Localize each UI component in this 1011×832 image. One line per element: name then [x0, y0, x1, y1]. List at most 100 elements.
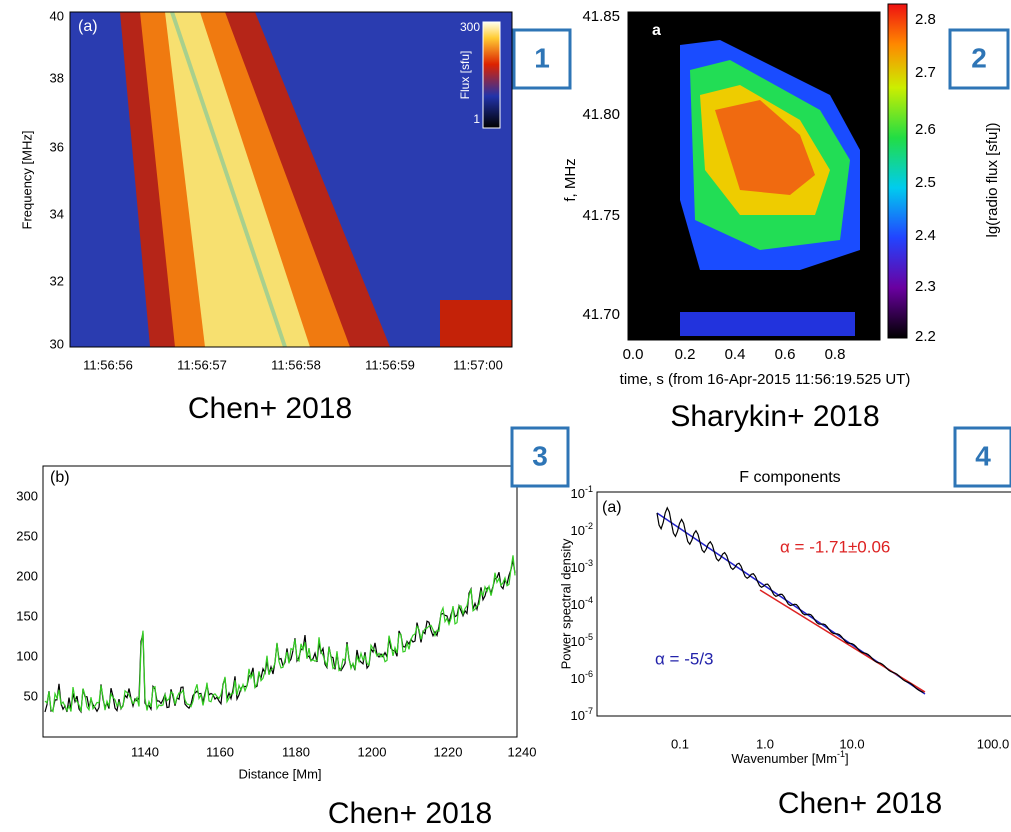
y-tick-label: 41.80	[582, 106, 620, 123]
x-axis-label-end: ]	[845, 751, 849, 766]
y-tick-exp: -4	[585, 595, 593, 605]
y-tick-base: 10	[571, 634, 585, 649]
colorbar-tick: 1	[473, 112, 480, 126]
badge-box	[512, 28, 572, 90]
y-tick-label: 10-4	[571, 595, 593, 612]
x-axis-label: Wavenumber [Mm-1]	[731, 749, 848, 766]
y-tick-base: 10	[571, 523, 585, 538]
y-tick-label: 10-5	[571, 632, 593, 649]
x-tick-label: 0.8	[825, 346, 846, 363]
y-tick-exp: -7	[585, 706, 593, 716]
y-tick-label: 300	[16, 488, 38, 503]
badge-box	[510, 426, 570, 488]
y-tick-base: 10	[571, 671, 585, 686]
colorbar-tick: 2.8	[915, 11, 936, 28]
y-tick-label: 40	[50, 8, 64, 23]
x-axis-label-exp: -1	[837, 749, 845, 759]
profile-line	[44, 560, 516, 714]
badge: 1	[534, 42, 550, 73]
x-tick-label: 1240	[508, 744, 537, 759]
y-tick-label: 10-7	[571, 706, 593, 723]
colorbar-label: Flux [sfu]	[458, 51, 472, 100]
x-tick-label: 11:56:56	[83, 357, 133, 372]
panel-label: (a)	[602, 499, 622, 516]
y-tick-base: 10	[571, 597, 585, 612]
y-tick-base: 10	[571, 708, 585, 723]
x-axis-label: time, s (from 16-Apr-2015 11:56:19.525 U…	[620, 371, 911, 388]
profile-line	[44, 555, 516, 713]
badge-box	[948, 28, 1010, 90]
badge: 2	[971, 42, 987, 73]
y-tick-label: 200	[16, 568, 38, 583]
chart-title: F components	[739, 469, 840, 486]
y-tick-label: 250	[16, 528, 38, 543]
y-tick-label: 41.75	[582, 207, 620, 224]
x-tick-label: 0.1	[671, 736, 689, 751]
y-tick-label: 30	[50, 336, 64, 351]
colorbar-tick: 2.2	[915, 328, 936, 345]
spectrum-lines	[656, 506, 926, 695]
panel-label: (a)	[78, 18, 98, 35]
badge-box	[953, 426, 1011, 488]
y-tick-exp: -1	[585, 484, 593, 494]
y-tick-exp: -2	[585, 521, 593, 531]
y-tick-label: 50	[24, 688, 38, 703]
y-tick-label: 10-6	[571, 669, 593, 686]
y-tick-label: 41.85	[582, 8, 620, 25]
annotation: α = -1.71±0.06	[780, 537, 890, 556]
y-tick-label: 38	[50, 70, 64, 85]
y-tick-label: 10-3	[571, 558, 593, 575]
badge: 4	[975, 440, 991, 471]
y-tick-label: 100	[16, 648, 38, 663]
y-tick-label: 32	[50, 273, 64, 288]
y-tick-exp: -5	[585, 632, 593, 642]
plot-frame	[42, 465, 518, 738]
x-tick-label: 11:56:59	[365, 357, 415, 372]
caption: Chen+ 2018	[328, 797, 492, 830]
colorbar-label: lg(radio flux [sfu])	[984, 122, 1001, 237]
caption: Chen+ 2018	[778, 787, 942, 820]
x-axis-label: Distance [Mm]	[238, 766, 321, 781]
spectrogram	[69, 11, 513, 348]
y-tick-exp: -3	[585, 558, 593, 568]
caption: Chen+ 2018	[188, 392, 352, 425]
x-tick-label: 1180	[282, 744, 310, 759]
y-axis-label: f, MHz	[562, 158, 579, 201]
x-tick-label: 0.2	[675, 346, 696, 363]
colorbar-tick: 300	[460, 20, 480, 34]
y-tick-label: 34	[50, 206, 64, 221]
colorbar-tick: 2.3	[915, 278, 936, 295]
x-tick-label: 1220	[434, 744, 463, 759]
annotation: α = -5/3	[655, 649, 714, 668]
colorbar-tick: 2.5	[915, 174, 936, 191]
colorbar-tick: 2.4	[915, 227, 936, 244]
badge: 3	[532, 440, 548, 471]
y-tick-base: 10	[571, 560, 585, 575]
y-tick-label: 150	[16, 608, 38, 623]
x-tick-label: 0.4	[725, 346, 746, 363]
spectrogram	[627, 3, 908, 341]
plot-frame	[596, 491, 1011, 717]
x-tick-label: 10.0	[839, 736, 864, 751]
x-tick-label: 1200	[358, 744, 387, 759]
y-tick-exp: -6	[585, 669, 593, 679]
caption: Sharykin+ 2018	[670, 400, 879, 433]
x-axis-label-text: Wavenumber [Mm	[731, 751, 837, 766]
x-tick-label: 0.0	[623, 346, 644, 363]
x-tick-label: 1140	[131, 744, 159, 759]
y-axis-label: Frequency [MHz]	[19, 131, 34, 230]
x-tick-label: 11:57:00	[453, 357, 503, 372]
panel-label: (b)	[50, 469, 70, 486]
colorbar-tick: 2.7	[915, 64, 936, 81]
x-tick-label: 11:56:58	[271, 357, 321, 372]
colorbar-tick: 2.6	[915, 121, 936, 138]
y-tick-label: 10-2	[571, 521, 593, 538]
x-tick-label: 11:56:57	[177, 357, 227, 372]
y-axis-label: Power spectral density	[558, 538, 573, 669]
panel-label: a	[652, 22, 661, 39]
x-tick-label: 0.6	[775, 346, 796, 363]
x-tick-label: 1160	[206, 744, 234, 759]
x-tick-label: 1.0	[756, 736, 774, 751]
y-tick-label: 41.70	[582, 306, 620, 323]
